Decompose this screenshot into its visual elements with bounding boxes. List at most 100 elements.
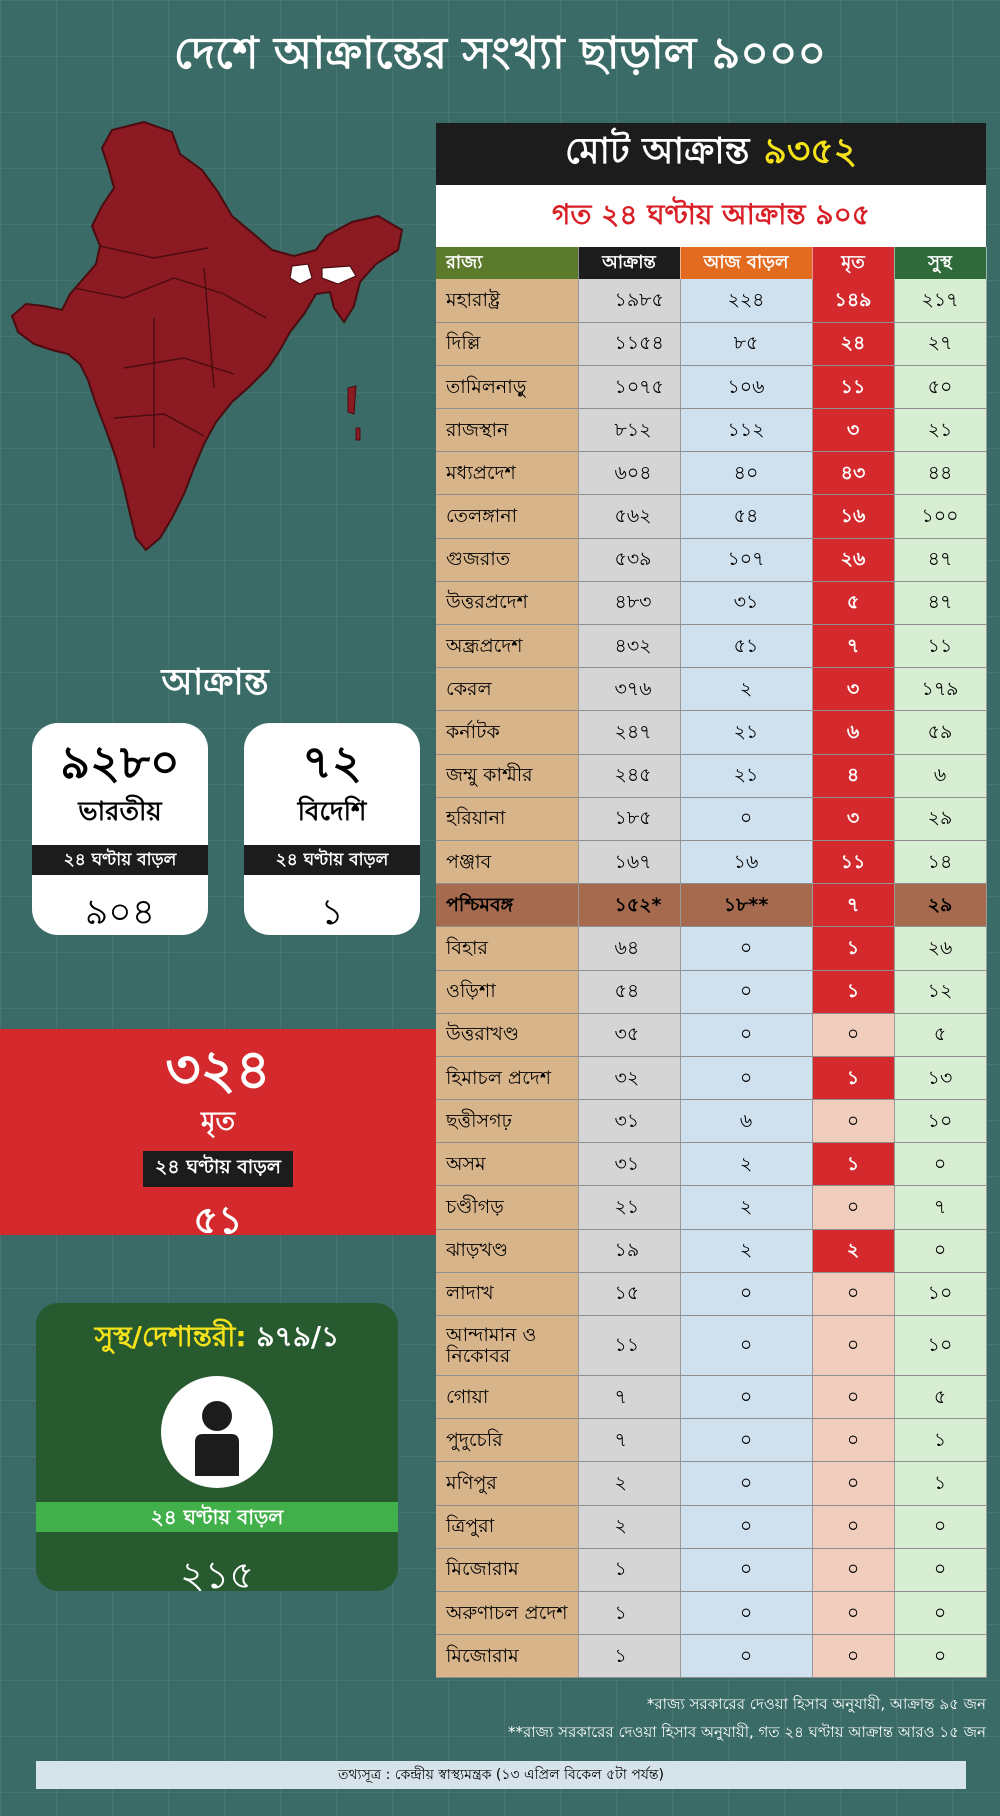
table-row: লাদাখ ১৫ ০ ০ ১০	[436, 1272, 987, 1317]
table-row: রাজস্থান ৮১২ ১১২ ৩ ২১	[436, 408, 987, 453]
cell-affected: ১০৭৫	[578, 365, 681, 410]
cell-today: ০	[680, 926, 813, 971]
table-row: বিহার ৬৪ ০ ১ ২৬	[436, 926, 987, 971]
cell-today: ০	[680, 1272, 813, 1317]
table-row: তেলঙ্গানা ৫৬২ ৫৪ ১৬ ১০০	[436, 494, 987, 539]
cell-state: কর্নাটক	[436, 710, 579, 755]
table-row: অসম ৩১ ২ ১ ০	[436, 1142, 987, 1187]
cell-deaths: ১৪৯	[812, 279, 895, 323]
cell-deaths: ০	[812, 1548, 895, 1592]
cell-affected: ৫৬২	[578, 494, 681, 539]
cell-affected: ১	[578, 1548, 681, 1592]
cell-affected: ৭	[578, 1418, 681, 1463]
cell-deaths: ৭	[812, 883, 895, 928]
cell-state: ঝাড়খণ্ড	[436, 1229, 579, 1273]
cell-state: পঞ্জাব	[436, 840, 579, 885]
recovered-title: সুস্থ/দেশান্তরী: ৯৭৯/১	[36, 1315, 398, 1362]
cell-state: অরুণাচল প্রদেশ	[436, 1591, 579, 1636]
cell-recovered: ১৪	[894, 840, 987, 885]
cell-deaths: ০	[812, 1099, 895, 1144]
cell-recovered: ১০	[894, 1315, 987, 1376]
cell-affected: ৩২	[578, 1056, 681, 1101]
cell-state: মণিপুর	[436, 1461, 579, 1506]
foreign-count: ৭২	[302, 735, 362, 789]
cell-state: মিজোরাম	[436, 1548, 579, 1592]
cell-deaths: ৫	[812, 581, 895, 626]
cell-deaths: ০	[812, 1185, 895, 1230]
cell-affected: ৭	[578, 1375, 681, 1420]
recovered-increase-label: ২৪ ঘণ্টায় বাড়ল	[36, 1502, 398, 1532]
cell-recovered: ৫	[894, 1375, 987, 1420]
table-row: ত্রিপুরা ২ ০ ০ ০	[436, 1505, 987, 1549]
cell-deaths: ২৪	[812, 322, 895, 366]
cell-state: উত্তরাখণ্ড	[436, 1013, 579, 1057]
recovered-count: ৯৭৯/১	[256, 1320, 340, 1353]
cell-recovered: ৫০	[894, 365, 987, 410]
table-row: মণিপুর ২ ০ ০ ১	[436, 1461, 987, 1506]
table-row: তামিলনাড়ু ১০৭৫ ১০৬ ১১ ৫০	[436, 365, 987, 410]
cell-state: দিল্লি	[436, 322, 579, 366]
foreign-increase-label: ২৪ ঘণ্টায় বাড়ল	[244, 845, 420, 875]
foreign-increase: ১	[320, 892, 344, 933]
cell-state: হরিয়ানা	[436, 797, 579, 841]
person-icon	[161, 1376, 273, 1488]
cell-today: ৮৫	[680, 322, 813, 366]
cell-deaths: ০	[812, 1634, 895, 1679]
cell-deaths: ০	[812, 1013, 895, 1057]
cell-state: ত্রিপুরা	[436, 1505, 579, 1549]
cell-state: লাদাখ	[436, 1272, 579, 1317]
footnote-2: **রাজ্য সরকারের দেওয়া হিসাব অনুযায়ী, গ…	[508, 1723, 986, 1741]
cell-recovered: ২৭	[894, 322, 987, 366]
indian-increase: ৯০৪	[84, 892, 156, 933]
cell-deaths: ২	[812, 1229, 895, 1273]
cell-today: ৩১	[680, 581, 813, 626]
table-row: আন্দামান ও নিকোবর ১১ ০ ০ ১০	[436, 1315, 987, 1376]
cell-state: উত্তরপ্রদেশ	[436, 581, 579, 626]
total-label: মোট আক্রান্ত	[564, 131, 750, 172]
cell-deaths: ২৬	[812, 538, 895, 582]
header-today: আজ বাড়ল	[680, 247, 813, 279]
cell-recovered: ৪৭	[894, 538, 987, 582]
cell-today: ৫১	[680, 624, 813, 669]
table-row: কেরল ৩৭৬ ২ ৩ ১৭৯	[436, 667, 987, 712]
cell-state: গোয়া	[436, 1375, 579, 1420]
cell-deaths: ১১	[812, 840, 895, 885]
cell-state: তামিলনাড়ু	[436, 365, 579, 410]
cell-today: ০	[680, 797, 813, 841]
today-banner: গত ২৪ ঘণ্টায় আক্রান্ত ৯০৫	[436, 185, 986, 247]
cell-deaths: ১	[812, 926, 895, 971]
cell-today: ২	[680, 1185, 813, 1230]
state-table: রাজ্য আক্রান্ত আজ বাড়ল মৃত সুস্থ মহারাষ…	[436, 247, 987, 1679]
cell-today: ০	[680, 970, 813, 1014]
cell-affected: ২৪৭	[578, 710, 681, 755]
cell-state: বিহার	[436, 926, 579, 971]
table-row: গুজরাত ৫৩৯ ১০৭ ২৬ ৪৭	[436, 538, 987, 582]
cell-state: পুদুচেরি	[436, 1418, 579, 1463]
table-row: গোয়া ৭ ০ ০ ৫	[436, 1375, 987, 1420]
header-recovered: সুস্থ	[894, 247, 987, 279]
cell-deaths: ১১	[812, 365, 895, 410]
cell-recovered: ০	[894, 1505, 987, 1549]
cell-today: ০	[680, 1548, 813, 1592]
cell-today: ৪০	[680, 451, 813, 496]
cell-deaths: ৬	[812, 710, 895, 755]
cell-recovered: ১০০	[894, 494, 987, 539]
cell-affected: ২১	[578, 1185, 681, 1230]
cell-state: কেরল	[436, 667, 579, 712]
cell-recovered: ৭	[894, 1185, 987, 1230]
cell-recovered: ১০	[894, 1099, 987, 1144]
cell-deaths: ০	[812, 1461, 895, 1506]
header-deaths: মৃত	[812, 247, 895, 279]
cell-state: মহারাষ্ট্র	[436, 279, 579, 323]
india-map-icon	[10, 120, 404, 552]
cell-today: ২	[680, 667, 813, 712]
cell-today: ০	[680, 1591, 813, 1636]
cell-affected: ৪৩২	[578, 624, 681, 669]
cell-deaths: ৩	[812, 667, 895, 712]
table-row: উত্তরাখণ্ড ৩৫ ০ ০ ৫	[436, 1013, 987, 1057]
cell-recovered: ১	[894, 1461, 987, 1506]
foreign-label: বিদেশি	[297, 797, 367, 827]
table-header-row: রাজ্য আক্রান্ত আজ বাড়ল মৃত সুস্থ	[436, 247, 987, 279]
cell-deaths: ০	[812, 1505, 895, 1549]
cell-recovered: ৫৯	[894, 710, 987, 755]
